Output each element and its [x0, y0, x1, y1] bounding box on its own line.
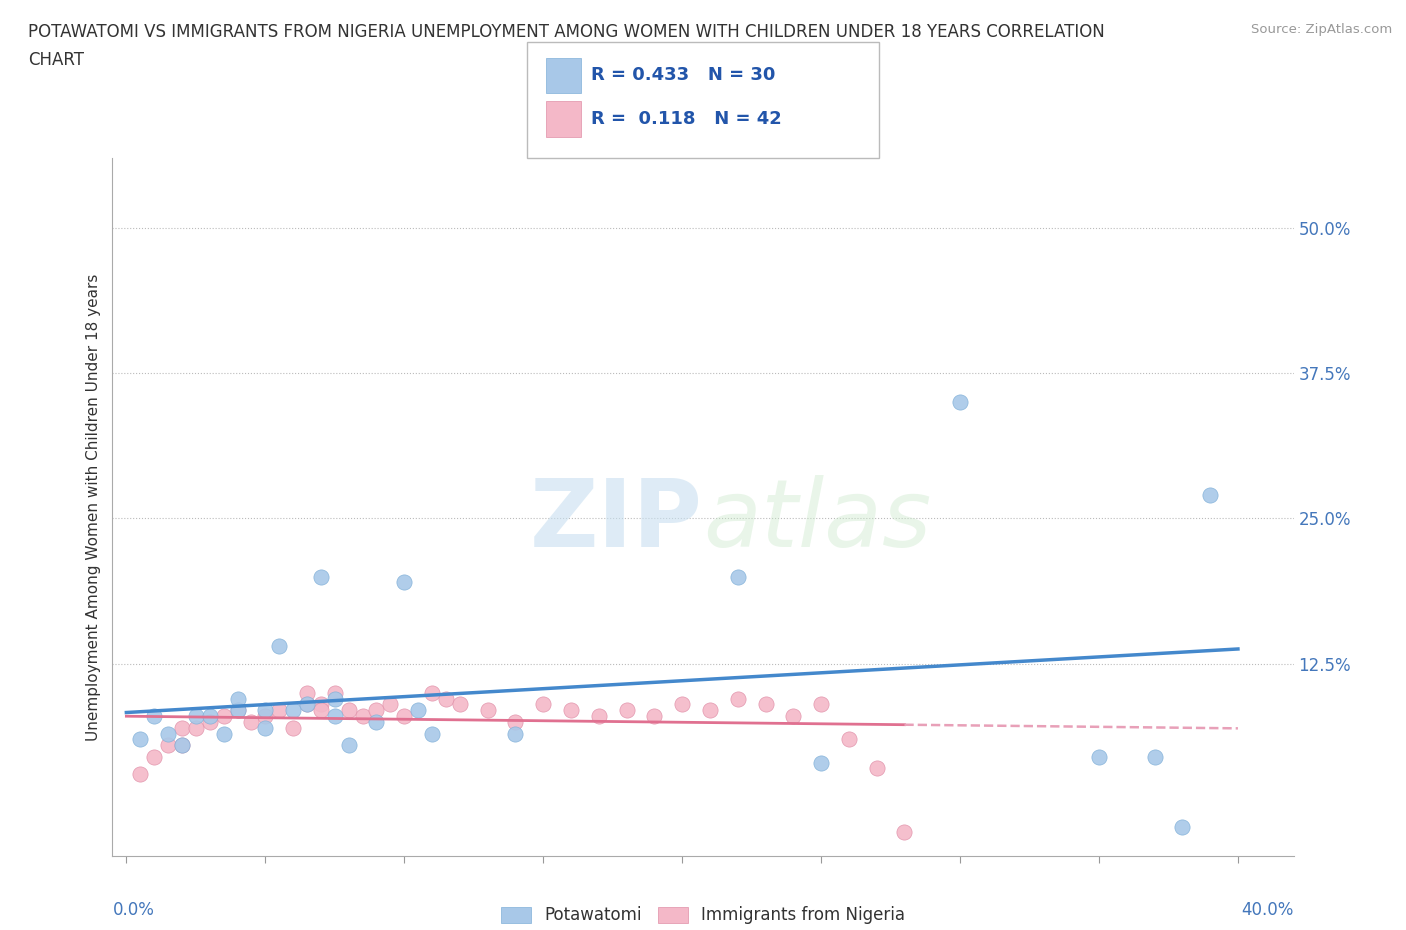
Point: [309, 698, 332, 712]
Point: [420, 685, 443, 700]
Y-axis label: Unemployment Among Women with Children Under 18 years: Unemployment Among Women with Children U…: [86, 273, 101, 740]
Point: [505, 726, 527, 741]
Point: [810, 755, 832, 770]
Point: [727, 569, 749, 584]
Point: [1199, 488, 1222, 503]
Point: [323, 685, 346, 700]
Point: [157, 737, 180, 752]
Point: [893, 825, 915, 840]
Point: [198, 714, 221, 729]
Point: [420, 726, 443, 741]
Point: [1143, 750, 1166, 764]
Point: [269, 639, 291, 654]
Text: ZIP: ZIP: [530, 475, 703, 566]
Point: [643, 709, 665, 724]
Point: [226, 691, 249, 706]
Point: [309, 569, 332, 584]
Point: [352, 709, 374, 724]
Point: [560, 703, 582, 718]
Point: [477, 703, 499, 718]
Point: [170, 737, 193, 752]
Point: [170, 737, 193, 752]
Point: [782, 709, 804, 724]
Text: POTAWATOMI VS IMMIGRANTS FROM NIGERIA UNEMPLOYMENT AMONG WOMEN WITH CHILDREN UND: POTAWATOMI VS IMMIGRANTS FROM NIGERIA UN…: [28, 23, 1105, 41]
Point: [323, 709, 346, 724]
Point: [281, 720, 304, 735]
Point: [394, 575, 416, 590]
Point: [588, 709, 610, 724]
Point: [309, 703, 332, 718]
Point: [212, 726, 235, 741]
Text: R = 0.433   N = 30: R = 0.433 N = 30: [591, 66, 775, 85]
Point: [254, 703, 277, 718]
Point: [170, 720, 193, 735]
Point: [727, 691, 749, 706]
Point: [434, 691, 457, 706]
Point: [129, 732, 152, 747]
Point: [531, 698, 554, 712]
Point: [184, 720, 207, 735]
Point: [616, 703, 638, 718]
Point: [337, 703, 360, 718]
Point: [406, 703, 429, 718]
Text: atlas: atlas: [703, 475, 931, 566]
Point: [198, 709, 221, 724]
Point: [1171, 819, 1194, 834]
Point: [240, 714, 263, 729]
Point: [394, 709, 416, 724]
Point: [295, 698, 318, 712]
Point: [699, 703, 721, 718]
Point: [129, 766, 152, 781]
Point: [754, 698, 776, 712]
Point: [226, 703, 249, 718]
Point: [949, 395, 972, 410]
Point: [323, 691, 346, 706]
Text: 0.0%: 0.0%: [112, 901, 155, 919]
Point: [254, 720, 277, 735]
Legend: Potawatomi, Immigrants from Nigeria: Potawatomi, Immigrants from Nigeria: [494, 899, 912, 930]
Point: [1088, 750, 1111, 764]
Point: [505, 714, 527, 729]
Point: [295, 698, 318, 712]
Point: [366, 714, 388, 729]
Point: [337, 737, 360, 752]
Point: [143, 750, 166, 764]
Point: [810, 698, 832, 712]
Point: [281, 703, 304, 718]
Point: [866, 761, 889, 776]
Point: [226, 703, 249, 718]
Point: [254, 709, 277, 724]
Point: [295, 685, 318, 700]
Text: 40.0%: 40.0%: [1241, 901, 1294, 919]
Point: [838, 732, 860, 747]
Point: [366, 703, 388, 718]
Text: CHART: CHART: [28, 51, 84, 69]
Point: [269, 703, 291, 718]
Point: [212, 709, 235, 724]
Point: [143, 709, 166, 724]
Point: [449, 698, 471, 712]
Point: [671, 698, 693, 712]
Point: [184, 709, 207, 724]
Text: Source: ZipAtlas.com: Source: ZipAtlas.com: [1251, 23, 1392, 36]
Point: [157, 726, 180, 741]
Point: [380, 698, 402, 712]
Text: R =  0.118   N = 42: R = 0.118 N = 42: [591, 110, 782, 128]
